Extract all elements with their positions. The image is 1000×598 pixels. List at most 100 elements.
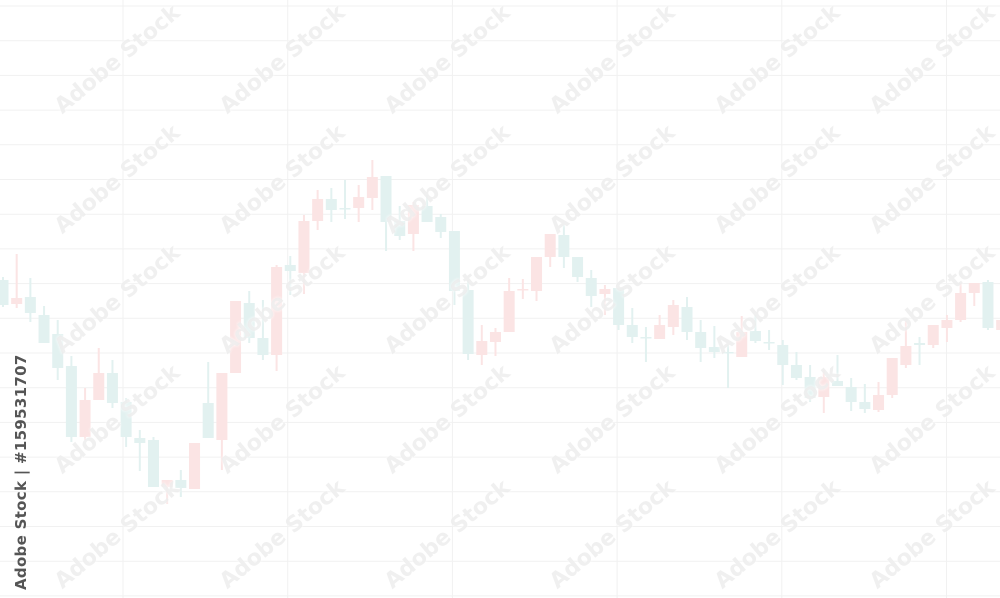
candle bbox=[52, 320, 64, 380]
candles bbox=[0, 160, 1000, 504]
candle-body bbox=[407, 205, 419, 234]
candle bbox=[448, 231, 460, 305]
candle-body bbox=[572, 257, 584, 277]
candle bbox=[394, 206, 406, 240]
candle-body bbox=[708, 347, 720, 352]
candle-body bbox=[531, 257, 543, 291]
candle-body bbox=[366, 177, 378, 198]
candle bbox=[230, 301, 242, 373]
candle bbox=[640, 327, 652, 362]
candle-body bbox=[982, 282, 994, 328]
candle bbox=[175, 470, 187, 497]
candle bbox=[708, 326, 720, 358]
candle bbox=[421, 195, 433, 222]
candle bbox=[667, 300, 679, 335]
candle bbox=[161, 480, 173, 504]
candle bbox=[120, 398, 132, 447]
candle-body bbox=[52, 334, 64, 368]
candle bbox=[476, 325, 488, 365]
candle bbox=[927, 325, 939, 348]
candle-body bbox=[79, 400, 91, 437]
candle bbox=[845, 378, 857, 411]
candle-body bbox=[667, 305, 679, 327]
candle-body bbox=[955, 293, 967, 320]
candle bbox=[681, 297, 693, 340]
candle-body bbox=[476, 341, 488, 355]
candle bbox=[243, 291, 255, 343]
candle bbox=[79, 388, 91, 440]
candle bbox=[777, 340, 789, 385]
candle bbox=[599, 285, 611, 315]
candle bbox=[202, 362, 214, 438]
candle-body bbox=[654, 325, 666, 339]
candle-body bbox=[0, 280, 9, 305]
candle bbox=[941, 315, 953, 342]
candle-body bbox=[257, 338, 269, 355]
candle bbox=[749, 315, 761, 343]
candle-body bbox=[544, 234, 556, 257]
candle-body bbox=[585, 278, 597, 296]
candle bbox=[325, 188, 337, 222]
candle bbox=[831, 355, 843, 386]
candle bbox=[147, 437, 159, 487]
candle-body bbox=[202, 403, 214, 438]
candle-body bbox=[394, 221, 406, 236]
candle-body bbox=[147, 440, 159, 487]
candle bbox=[736, 316, 748, 357]
candle-body bbox=[503, 291, 515, 332]
candle-body bbox=[106, 373, 118, 403]
candle-body bbox=[134, 438, 146, 443]
candle-body bbox=[175, 480, 187, 488]
candle-body bbox=[681, 307, 693, 332]
candle bbox=[886, 358, 898, 398]
candle bbox=[339, 180, 351, 219]
candle-body bbox=[189, 443, 201, 489]
candle-body bbox=[900, 346, 912, 365]
candle-body bbox=[325, 199, 337, 210]
candle bbox=[65, 356, 77, 442]
candle bbox=[996, 320, 1000, 330]
candle-body bbox=[161, 480, 173, 487]
candle-body bbox=[558, 235, 570, 257]
candle-body bbox=[845, 387, 857, 402]
candle bbox=[626, 308, 638, 343]
candle-body bbox=[462, 290, 474, 354]
candle bbox=[271, 265, 283, 371]
candle bbox=[873, 382, 885, 412]
candle bbox=[695, 320, 707, 362]
candle-body bbox=[243, 303, 255, 338]
candle-body bbox=[818, 377, 830, 397]
candle-body bbox=[448, 231, 460, 291]
candle bbox=[558, 225, 570, 268]
candle bbox=[298, 215, 310, 294]
candle bbox=[189, 443, 201, 489]
candle bbox=[11, 254, 23, 308]
candle bbox=[503, 278, 515, 332]
candle bbox=[0, 277, 9, 307]
candle-body bbox=[93, 373, 105, 400]
candle bbox=[585, 270, 597, 307]
candle-body bbox=[120, 402, 132, 437]
candle-body bbox=[11, 298, 23, 304]
candle bbox=[462, 280, 474, 360]
candle-body bbox=[517, 289, 529, 291]
candle-body bbox=[298, 221, 310, 273]
candle-body bbox=[613, 288, 625, 325]
candle bbox=[531, 257, 543, 301]
candle bbox=[216, 373, 228, 470]
image-credit: Adobe Stock | #159531707 bbox=[12, 354, 30, 590]
candle bbox=[38, 306, 50, 343]
candle-body bbox=[421, 206, 433, 222]
candle-body bbox=[339, 208, 351, 210]
candle bbox=[955, 283, 967, 322]
candle bbox=[489, 328, 501, 356]
candle-body bbox=[65, 366, 77, 437]
candle-body bbox=[886, 358, 898, 395]
candle bbox=[93, 348, 105, 400]
candle bbox=[517, 279, 529, 299]
candle bbox=[572, 257, 584, 282]
candle bbox=[859, 384, 871, 413]
candle bbox=[900, 321, 912, 368]
candle bbox=[968, 283, 980, 306]
